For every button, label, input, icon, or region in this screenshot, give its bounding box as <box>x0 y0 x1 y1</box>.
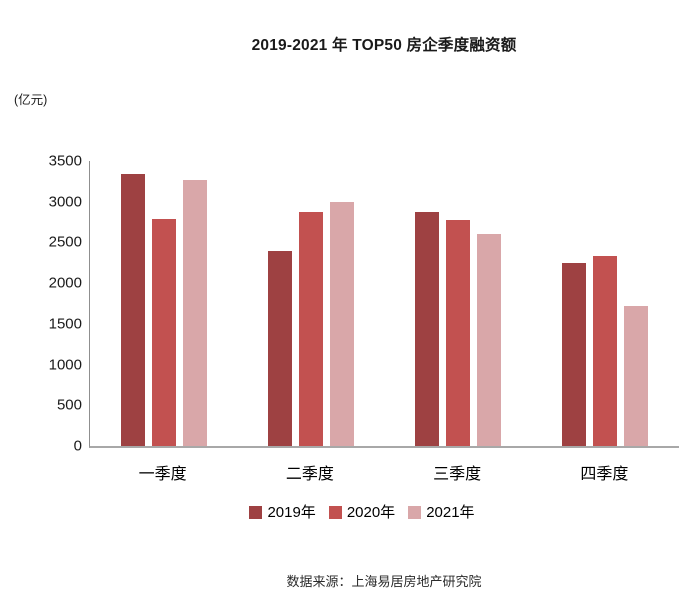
y-tick-label: 1000 <box>48 356 82 374</box>
legend-swatch-icon <box>328 506 342 519</box>
y-axis-tick-labels: 0 500 1000 1500 2000 2500 3000 3500 <box>0 154 82 454</box>
y-tick-label: 2000 <box>48 274 82 292</box>
legend-item: 2019年 <box>249 504 316 521</box>
legend-label: 2020年 <box>346 504 396 521</box>
legend: 2019年 2020年 2021年 <box>14 505 696 520</box>
bar-group-一季度 <box>90 161 237 446</box>
bar-2020年-一季度 <box>151 218 176 446</box>
y-tick-label: 3500 <box>48 152 82 170</box>
bar-2020年-三季度 <box>446 220 471 446</box>
y-axis-unit-label: (亿元) <box>14 93 48 107</box>
legend-swatch-icon <box>408 506 422 519</box>
bar-2020年-二季度 <box>298 211 323 446</box>
bar-group-三季度 <box>385 161 532 446</box>
x-axis-labels: 一季度 二季度 三季度 四季度 <box>89 460 678 484</box>
x-axis-label: 三季度 <box>433 466 482 483</box>
x-axis-label: 二季度 <box>285 466 334 483</box>
bar-2021年-四季度 <box>624 305 649 446</box>
bar-2021年-二季度 <box>329 201 354 446</box>
bar-2020年-四季度 <box>593 256 618 446</box>
bar-2019年-二季度 <box>267 251 292 446</box>
y-tick-label: 0 <box>73 437 82 455</box>
legend-label: 2019年 <box>267 504 316 521</box>
legend-item: 2020年 <box>328 504 396 521</box>
bar-2019年-三季度 <box>415 212 440 446</box>
bar-2021年-三季度 <box>477 234 502 446</box>
chart-title: 2019-2021 年 TOP50 房企季度融资额 <box>251 37 517 54</box>
plot-area <box>89 161 679 448</box>
source-note: 数据来源：上海易居房地产研究院 <box>286 574 482 589</box>
y-tick-label: 2500 <box>48 233 82 251</box>
y-tick-label: 1500 <box>48 315 82 333</box>
bar-group-二季度 <box>237 161 384 446</box>
bar-2019年-一季度 <box>120 174 145 446</box>
bar-2021年-一季度 <box>182 179 207 446</box>
y-tick-label: 500 <box>56 396 82 414</box>
legend-swatch-icon <box>249 506 263 519</box>
bar-2019年-四季度 <box>562 262 587 446</box>
legend-item: 2021年 <box>408 504 475 521</box>
legend-label: 2021年 <box>426 504 475 521</box>
x-axis-label: 四季度 <box>580 466 629 483</box>
bar-group-四季度 <box>532 161 679 446</box>
y-tick-label: 3000 <box>48 193 82 211</box>
x-axis-label: 一季度 <box>138 466 187 483</box>
